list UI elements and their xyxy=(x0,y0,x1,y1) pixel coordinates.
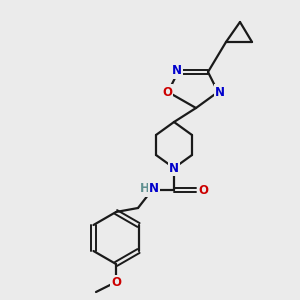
Text: N: N xyxy=(172,64,182,77)
Text: O: O xyxy=(111,277,121,290)
Text: O: O xyxy=(198,184,208,196)
Text: O: O xyxy=(162,85,172,98)
Text: N: N xyxy=(215,85,225,98)
Text: N: N xyxy=(169,161,179,175)
Text: H: H xyxy=(140,182,150,196)
Text: N: N xyxy=(149,182,159,196)
